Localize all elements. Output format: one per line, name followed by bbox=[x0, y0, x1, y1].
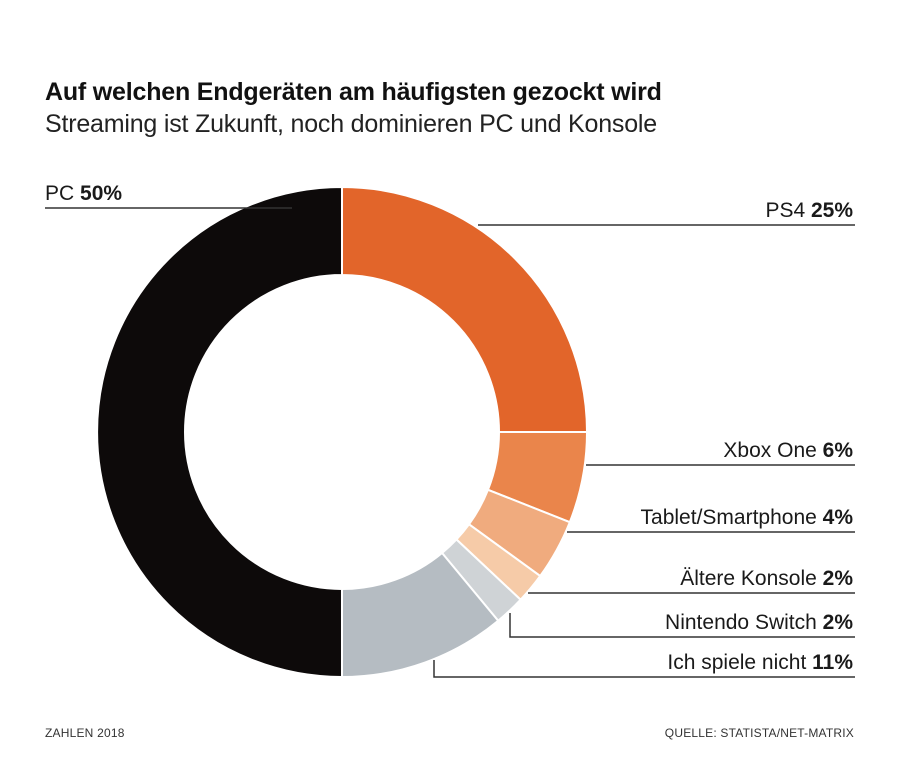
leader-line bbox=[433, 660, 855, 678]
data-label: PS4 25% bbox=[765, 199, 853, 222]
footer-year: ZAHLEN 2018 bbox=[45, 726, 125, 740]
slice-value: 2% bbox=[823, 567, 854, 590]
slice-label: Ich spiele nicht bbox=[667, 651, 812, 674]
slice-value: 6% bbox=[823, 439, 854, 462]
slice-value: 50% bbox=[80, 182, 122, 205]
slice-label: Ältere Konsole bbox=[680, 567, 822, 590]
data-label: Tablet/Smartphone 4% bbox=[641, 506, 854, 529]
slice-pc bbox=[96, 185, 343, 679]
chart-subtitle: Streaming ist Zukunft, noch dominieren P… bbox=[45, 110, 657, 138]
slice-label: PC bbox=[45, 182, 80, 205]
data-label: Xbox One 6% bbox=[723, 439, 853, 462]
data-label: Nintendo Switch 2% bbox=[665, 611, 853, 634]
slice-value: 11% bbox=[812, 651, 853, 674]
footer-source: QUELLE: STATISTA/NET-MATRIX bbox=[664, 726, 854, 740]
slice-value: 25% bbox=[811, 199, 853, 222]
data-label: Ich spiele nicht 11% bbox=[667, 651, 853, 674]
slice-value: 4% bbox=[823, 506, 854, 529]
slice-label: Xbox One bbox=[723, 439, 822, 462]
slice-ps4 bbox=[341, 185, 589, 433]
slice-label: Tablet/Smartphone bbox=[641, 506, 823, 529]
data-label: Ältere Konsole 2% bbox=[680, 567, 853, 590]
slice-label: Nintendo Switch bbox=[665, 611, 823, 634]
slice-label: PS4 bbox=[765, 199, 811, 222]
data-label: PC 50% bbox=[45, 182, 122, 205]
slice-value: 2% bbox=[823, 611, 854, 634]
chart-title: Auf welchen Endgeräten am häufigsten gez… bbox=[45, 78, 662, 106]
leader-line bbox=[509, 613, 855, 638]
